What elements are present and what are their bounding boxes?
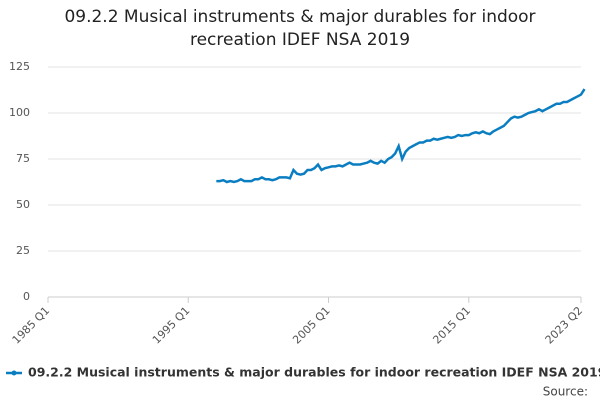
y-tick-label: 0 bbox=[23, 290, 30, 303]
y-tick-label: 125 bbox=[9, 60, 30, 73]
series-line bbox=[216, 88, 586, 184]
y-tick-label: 25 bbox=[16, 244, 30, 257]
legend-marker bbox=[11, 370, 17, 376]
x-tick-label: 2005 Q1 bbox=[290, 304, 333, 347]
y-tick-label: 50 bbox=[16, 198, 30, 211]
x-tick-label: 2015 Q1 bbox=[430, 304, 473, 347]
chart-title: 09.2.2 Musical instruments & major durab… bbox=[64, 7, 536, 50]
x-tick-label: 2023 Q2 bbox=[543, 304, 586, 347]
y-tick-label: 100 bbox=[9, 106, 30, 119]
x-tick-label: 1985 Q1 bbox=[10, 304, 53, 347]
legend-label: 09.2.2 Musical instruments & major durab… bbox=[28, 365, 600, 380]
x-tick-label: 1995 Q1 bbox=[150, 304, 193, 347]
y-tick-label: 75 bbox=[16, 152, 30, 165]
source: Source: bbox=[543, 385, 588, 399]
